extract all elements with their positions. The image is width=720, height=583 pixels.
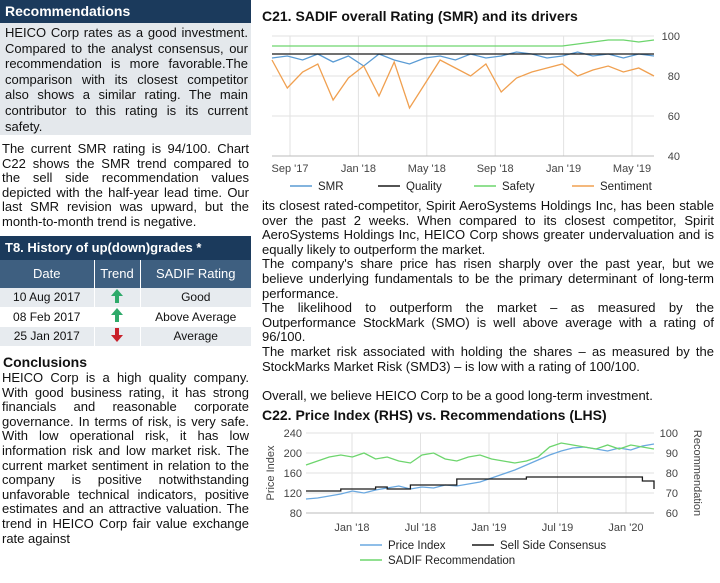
row-rating: Above Average	[140, 307, 251, 327]
chart-c21-title: C21. SADIF overall Rating (SMR) and its …	[262, 8, 578, 24]
history-table: T8. History of up(down)grades * Date Tre…	[0, 235, 251, 347]
y-tick-label: 240	[284, 428, 302, 440]
series-line-price-index	[305, 443, 655, 500]
row-rating: Average	[140, 326, 251, 347]
series-line-sentiment	[271, 59, 655, 110]
col-date: Date	[0, 259, 95, 288]
chart-c22-title: C22. Price Index (RHS) vs. Recommendatio…	[262, 407, 607, 424]
x-tick-label: Jan '18	[334, 522, 369, 534]
x-tick-label: Jan '18	[341, 163, 376, 175]
y2-tick-label: 70	[666, 488, 678, 500]
row-date: 10 Aug 2017	[0, 287, 95, 308]
right-paragraph-6: Overall, we believe HEICO Corp to be a g…	[262, 387, 653, 403]
y-tick-label: 40	[668, 151, 680, 163]
y-tick-label: 160	[284, 468, 302, 480]
trend-up-icon	[94, 287, 141, 308]
legend-label: Sell Side Consensus	[500, 540, 606, 552]
right-paragraph-5	[262, 374, 718, 389]
x-tick-label: Jan '20	[608, 522, 643, 534]
y-axis-label: Price Index	[265, 445, 277, 501]
trend-down-icon	[94, 326, 141, 347]
x-tick-label: Sep '17	[272, 163, 309, 175]
x-tick-label: Jul '18	[405, 522, 436, 534]
trend-up-icon	[94, 307, 141, 327]
series-line-sadif-recommendation	[305, 442, 655, 466]
conclusions-text: HEICO Corp is a high quality company. Wi…	[2, 370, 249, 546]
left-column: Recommendations HEICO Corp rates as a go…	[0, 0, 251, 546]
x-tick-label: Jul '19	[542, 522, 573, 534]
y-tick-label: 100	[662, 31, 680, 43]
y-tick-label: 80	[290, 508, 302, 520]
col-trend: Trend	[94, 259, 141, 288]
x-tick-label: May '18	[408, 163, 446, 175]
right-paragraph-3: The likelihood to outperform the market …	[262, 300, 714, 345]
legend-label: SMR	[318, 181, 344, 193]
y-tick-label: 60	[668, 111, 680, 123]
y2-tick-label: 100	[660, 428, 678, 440]
x-tick-label: Sep '18	[477, 163, 514, 175]
recommendations-box: HEICO Corp rates as a good investment. C…	[0, 23, 251, 135]
series-line-sell-side-consensus	[306, 476, 655, 492]
x-tick-label: Jan '19	[471, 522, 506, 534]
right-paragraph-4: The market risk associated with holding …	[262, 343, 714, 374]
col-rating: SADIF Rating	[140, 259, 251, 288]
legend-label: SADIF Recommendation	[388, 555, 515, 567]
right-paragraph-1: its closest rated-competitor, Spirit Aer…	[262, 198, 714, 257]
row-date: 08 Feb 2017	[0, 307, 95, 327]
recommendations-header: Recommendations	[0, 0, 251, 23]
y-tick-label: 200	[284, 448, 302, 460]
conclusions-title: Conclusions	[3, 354, 88, 371]
table-row: 10 Aug 2017 Good	[0, 287, 251, 308]
table-row: 08 Feb 2017 Above Average	[0, 307, 251, 327]
y2-tick-label: 60	[666, 508, 678, 520]
right-paragraph-2: The company's share price has risen shar…	[262, 256, 714, 301]
series-line-safety	[272, 39, 655, 47]
row-rating: Good	[140, 287, 251, 308]
y-tick-label: 80	[668, 71, 680, 83]
chart-c22: 240 200 160 120 80 100 90 80 70 60 Jan '18 Jul '18 J…	[265, 428, 703, 567]
table-row: 25 Jan 2017 Average	[0, 326, 251, 347]
history-table-title: T8. History of up(down)grades *	[0, 235, 251, 260]
x-tick-label: Jan '19	[546, 163, 581, 175]
y2-tick-label: 80	[666, 468, 678, 480]
legend-label: Price Index	[388, 540, 446, 552]
series-line-smr	[271, 51, 655, 67]
x-tick-label: May '19	[613, 163, 651, 175]
row-date: 25 Jan 2017	[0, 326, 95, 347]
chart-c21: 100 80 60 40 Sep '17 Jan '18 May '18 Sep '18 Jan…	[271, 31, 680, 193]
legend-label: Quality	[406, 181, 442, 193]
y2-tick-label: 90	[666, 448, 678, 460]
y2-axis-label: Recommendation	[691, 430, 703, 516]
legend-label: Sentiment	[600, 181, 653, 193]
y-tick-label: 120	[284, 488, 302, 500]
legend-label: Safety	[502, 181, 535, 193]
smr-paragraph: The current SMR rating is 94/100. Chart …	[2, 141, 249, 229]
right-column: C21. SADIF overall Rating (SMR) and its …	[262, 0, 718, 583]
